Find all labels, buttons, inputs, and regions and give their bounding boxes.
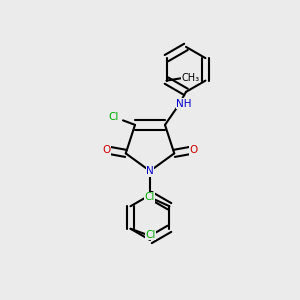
Text: Cl: Cl (146, 230, 156, 240)
Text: O: O (103, 146, 111, 155)
Text: O: O (189, 146, 197, 155)
Text: N: N (146, 166, 154, 176)
Text: Cl: Cl (109, 112, 119, 122)
Text: CH₃: CH₃ (182, 73, 200, 82)
Text: NH: NH (176, 99, 192, 109)
Text: Cl: Cl (144, 192, 154, 202)
